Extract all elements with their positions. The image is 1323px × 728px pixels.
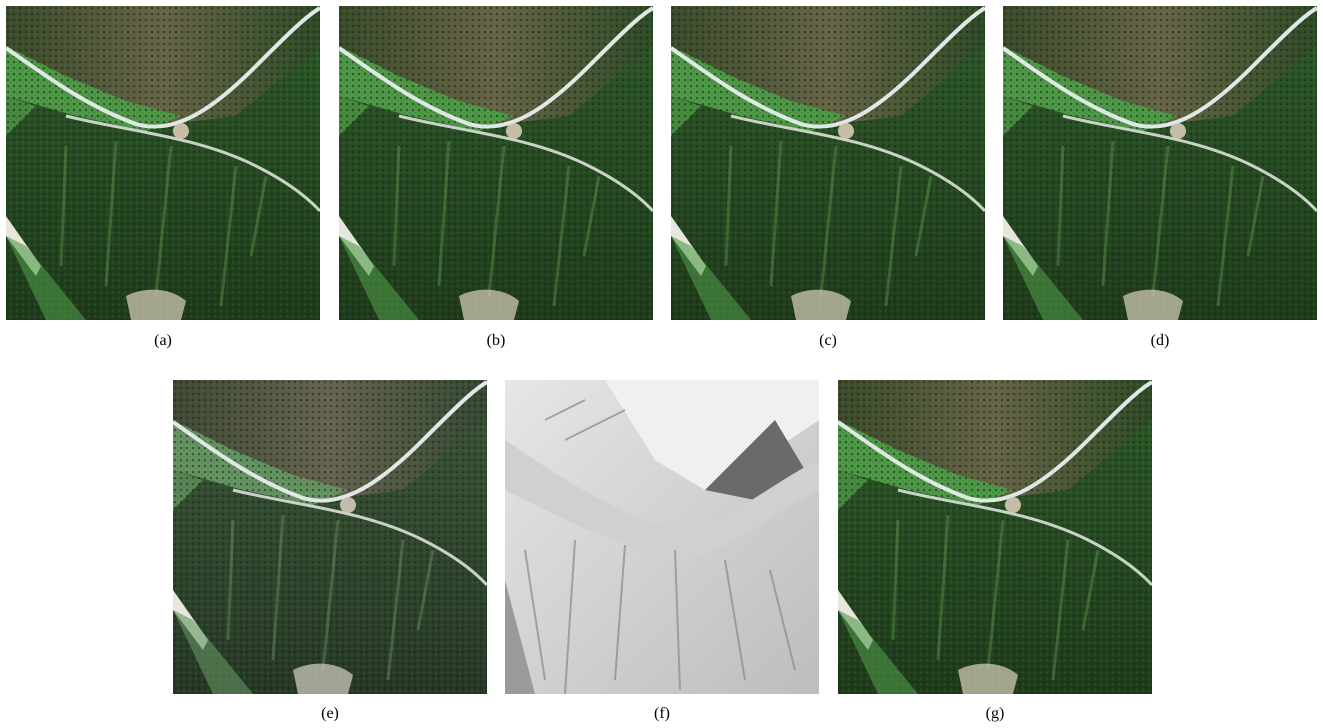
panel-f-image — [505, 380, 819, 694]
panel-g-image — [838, 380, 1152, 694]
panel-d-image — [1003, 6, 1317, 320]
panel-b-image — [339, 6, 653, 320]
panel-b-caption: (b) — [486, 332, 506, 349]
panel-c-image — [671, 6, 985, 320]
panel-c-caption: (c) — [819, 332, 837, 349]
panel-a-caption: (a) — [154, 332, 172, 349]
panel-g-caption: (g) — [985, 705, 1005, 722]
panel-a-image — [6, 6, 320, 320]
panel-d-caption: (d) — [1150, 332, 1170, 349]
panel-e-caption: (e) — [321, 705, 339, 722]
panel-e-image — [173, 380, 487, 694]
panel-f-caption: (f) — [654, 705, 670, 722]
